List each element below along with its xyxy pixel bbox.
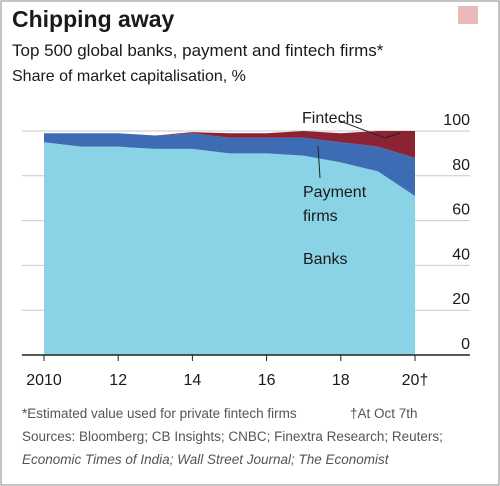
x-tick-label: 12: [109, 372, 127, 389]
y-tick-label: 0: [461, 336, 470, 353]
annotation: Payment: [303, 184, 367, 201]
chart-title: Chipping away: [12, 6, 175, 32]
source: Economic Times of India; Wall Street Jou…: [22, 452, 390, 467]
y-tick-label: 40: [452, 246, 470, 263]
x-tick-label: 2010: [26, 372, 62, 389]
area: [44, 133, 415, 196]
x-tick-label: 20†: [402, 372, 429, 389]
footnote: *Estimated value used for private fintec…: [22, 406, 297, 421]
chart-subtitle: Top 500 global banks, payment and fintec…: [12, 41, 384, 60]
annotation: Banks: [303, 251, 347, 268]
x-tick-label: 16: [258, 372, 276, 389]
y-tick-label: 60: [452, 202, 470, 219]
x-tick-label: 14: [184, 372, 202, 389]
area: [44, 131, 415, 158]
x-tick-label: 18: [332, 372, 350, 389]
y-tick-label: 100: [443, 112, 470, 129]
y-tick-label: 80: [452, 157, 470, 174]
source: Sources: Bloomberg; CB Insights; CNBC; F…: [22, 429, 443, 444]
leader-line: [384, 132, 401, 139]
y-tick-label: 20: [452, 291, 470, 308]
annotation: Fintechs: [302, 110, 362, 127]
leader-line: [317, 145, 321, 179]
logo-tag: [458, 6, 478, 24]
leader-line: [339, 120, 386, 139]
y-axis-label: Share of market capitalisation, %: [12, 68, 246, 85]
plot: 0 20 40 60 80 100 2010 12 14 16 18 20†: [22, 112, 470, 389]
area: [44, 142, 415, 355]
footnote: †At Oct 7th: [350, 406, 418, 421]
annotation: firms: [303, 208, 338, 225]
